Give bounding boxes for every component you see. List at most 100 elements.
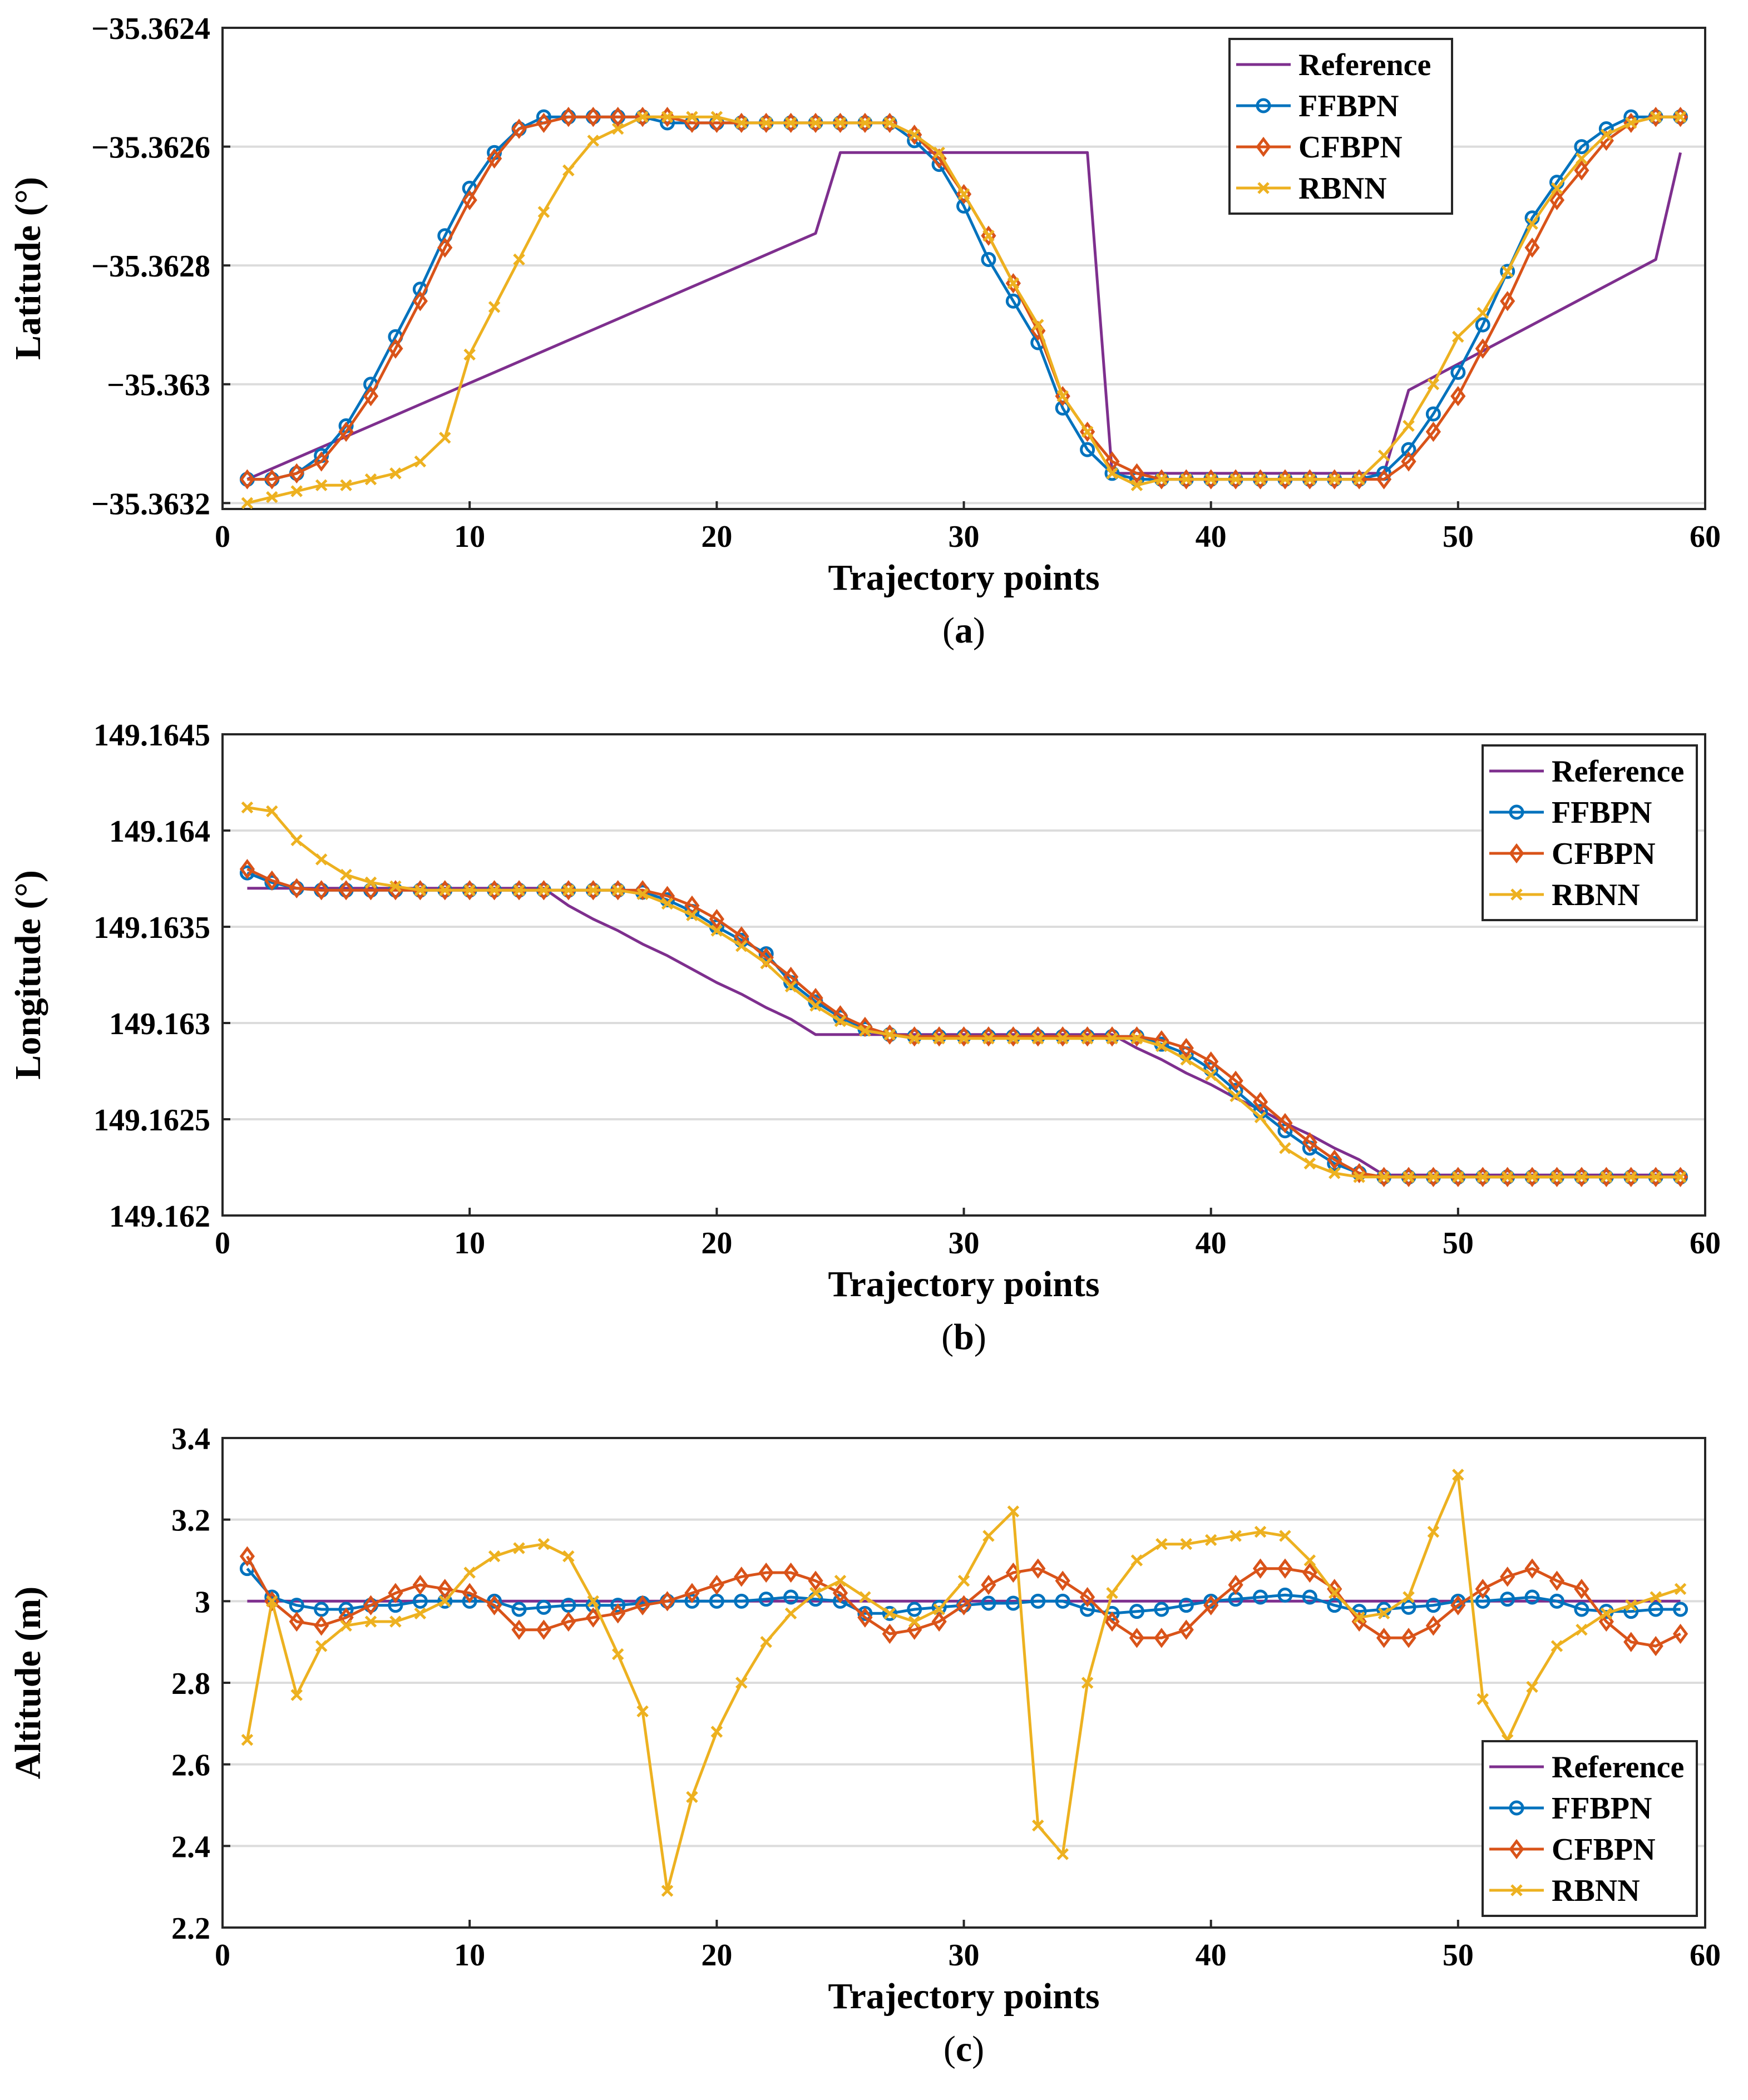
panel-c-cfbpn-point xyxy=(635,1595,650,1615)
panel-c-ffbpn-point xyxy=(314,1602,329,1617)
panel-a-cfbpn-point xyxy=(388,338,403,359)
panel-c-cfbpn-point xyxy=(956,1595,972,1615)
panel-a-rbnn-point xyxy=(933,146,945,159)
panel-c-ffbpn-point xyxy=(882,1605,897,1621)
panel-b-ytick-label: 149.164 xyxy=(109,814,210,849)
panel-a-cfbpn-point xyxy=(536,112,552,134)
panel-c-ytick-label: 2.4 xyxy=(171,1830,210,1864)
panel-b-xtick-label: 60 xyxy=(1690,1226,1721,1261)
panel-b-cfbpn-point xyxy=(1277,1113,1293,1134)
panel-b-xtick-label: 30 xyxy=(949,1226,980,1261)
panel-c-ffbpn-point xyxy=(758,1592,774,1607)
panel-b-rbnn-point xyxy=(710,925,723,937)
panel-a-rbnn-point xyxy=(488,301,501,313)
panel-b-ylabel: Longitude (°) xyxy=(8,870,48,1080)
panel-c-ffbpn-point xyxy=(1549,1593,1564,1609)
panel-c-cfbpn-point xyxy=(758,1562,774,1583)
panel-c-caption: (c) xyxy=(944,2029,984,2069)
panel-a-rbnn-point xyxy=(1403,419,1415,432)
panel-a-rbnn-point xyxy=(1650,111,1662,123)
panel-a-ytick-label: −35.3628 xyxy=(91,249,210,284)
panel-a-cfbpn-point xyxy=(338,422,354,442)
panel-c-caption-letter: c xyxy=(956,2029,972,2069)
panel-b-legend-ffbpn-marker xyxy=(1509,804,1524,820)
panel-c-rbnn-point xyxy=(784,1607,797,1620)
panel-a-cfbpn-point xyxy=(412,291,428,312)
panel-c-legend-ffbpn-label: FFBPN xyxy=(1552,1791,1652,1826)
panel-c-cfbpn-point xyxy=(1252,1558,1268,1579)
panel-b-cfbpn-point xyxy=(239,859,255,879)
panel-b-cfbpn-point xyxy=(832,1005,848,1026)
panel-c-rbnn-point xyxy=(1576,1623,1588,1636)
panel-a-cfbpn-point xyxy=(1129,463,1145,484)
panel-c-ffbpn-point xyxy=(462,1593,477,1609)
panel-c-rbnn-point xyxy=(1427,1525,1440,1538)
panel-a-legend-cfbpn-label: CFBPN xyxy=(1298,130,1403,165)
panel-b-rbnn-point xyxy=(982,1032,995,1045)
panel-c-ytick-label: 3 xyxy=(195,1585,210,1619)
panel-a-xtick-label: 40 xyxy=(1196,520,1227,554)
panel-a-rbnn-point xyxy=(611,122,624,135)
panel-a-rbnn-point xyxy=(834,117,847,129)
panel-c-cfbpn-point xyxy=(1055,1570,1070,1591)
panel-a-rbnn-point xyxy=(1229,473,1242,486)
panel-c-rbnn-point xyxy=(735,1677,748,1689)
panel-a-cfbpn-point xyxy=(363,386,379,407)
panel-c-cfbpn-point xyxy=(1203,1595,1219,1615)
panel-a-ffbpn-line xyxy=(247,115,1681,481)
panel-c-cfbpn-line xyxy=(246,1555,1681,1648)
panel-c-rbnn-point xyxy=(1130,1554,1143,1567)
panel-c-rbnn-point xyxy=(908,1615,921,1628)
panel-b-rbnn-point xyxy=(1452,1171,1464,1183)
panel-c-rbnn-point xyxy=(636,1705,649,1718)
panel-a-rbnn-point xyxy=(241,497,254,510)
panel-b-cfbpn-point xyxy=(314,880,329,901)
panel-a-cfbpn-point xyxy=(585,107,601,127)
panel-a-rbnn-point xyxy=(1130,479,1143,492)
panel-a-ytick-label: −35.363 xyxy=(107,368,210,403)
panel-b-rbnn-point xyxy=(661,897,674,910)
panel-c-cfbpn-point xyxy=(1500,1567,1515,1587)
panel-c-ffbpn-point xyxy=(1030,1593,1046,1609)
panel-c-cfbpn-point xyxy=(734,1567,749,1587)
panel-b-rbnn-point xyxy=(389,880,402,893)
panel-c-cfbpn-point xyxy=(1524,1558,1540,1579)
panel-a-rbnn-point xyxy=(1007,277,1020,289)
panel-a-rbnn-point xyxy=(463,348,476,361)
panel-a-legend-rbnn-label: RBNN xyxy=(1298,171,1387,206)
panel-b-caption: (b) xyxy=(941,1317,986,1357)
panel-b-ytick-label: 149.1645 xyxy=(93,718,210,753)
panel-c-ytick-label: 2.6 xyxy=(171,1748,210,1783)
panel-b-rbnn-point xyxy=(1650,1171,1662,1183)
panel-c-cfbpn-point xyxy=(1401,1628,1416,1648)
panel-c-cfbpn-point xyxy=(1104,1611,1120,1632)
panel-c-ffbpn-point xyxy=(1500,1592,1515,1607)
panel-c-rbnn-point xyxy=(488,1550,501,1563)
panel-b-rbnn-point xyxy=(1353,1171,1365,1183)
panel-c-cfbpn-point xyxy=(1277,1558,1293,1579)
panel-c-ffbpn-point xyxy=(783,1589,799,1605)
panel-b-legend-rbnn-marker xyxy=(1510,888,1523,901)
panel-b-rbnn-point xyxy=(686,909,698,922)
panel-a-ytick-label: −35.3632 xyxy=(91,487,210,521)
panel-a-legend-reference-label: Reference xyxy=(1298,48,1431,82)
panel-c-rbnn-point xyxy=(1600,1607,1613,1620)
panel-c-ffbpn-point xyxy=(1154,1602,1169,1617)
panel-b-rbnn-point xyxy=(933,1032,945,1045)
panel-c-cfbpn-point xyxy=(437,1579,453,1599)
panel-a-xtick-label: 60 xyxy=(1690,520,1721,554)
panel-b-legend-cfbpn-label: CFBPN xyxy=(1552,837,1656,871)
panel-a-rbnn-point xyxy=(266,491,278,503)
panel-a-rbnn-point xyxy=(809,117,822,129)
panel-a-legend-rbnn-marker xyxy=(1257,182,1270,194)
panel-a-cfbpn-point xyxy=(1450,386,1466,407)
panel-a-cfbpn-point xyxy=(239,469,255,490)
panel-b-rbnn-point xyxy=(587,884,600,897)
panel-b-rbnn-point xyxy=(1328,1167,1341,1179)
panel-c-xtick-label: 50 xyxy=(1443,1938,1474,1973)
panel-a-cfbpn-point xyxy=(462,190,477,210)
panel-a-cfbpn-point xyxy=(1574,160,1589,181)
panel-a-rbnn-point xyxy=(908,129,921,141)
panel-c-rbnn-point xyxy=(513,1542,525,1554)
